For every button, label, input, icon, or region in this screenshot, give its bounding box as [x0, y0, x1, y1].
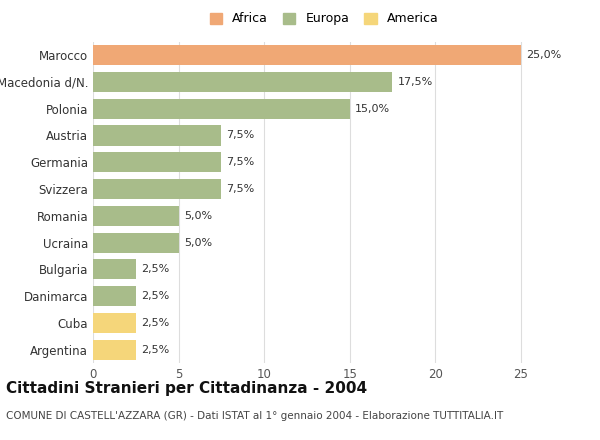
Bar — [93, 206, 179, 226]
Text: 2,5%: 2,5% — [141, 318, 169, 328]
Bar — [93, 259, 136, 279]
Text: Cittadini Stranieri per Cittadinanza - 2004: Cittadini Stranieri per Cittadinanza - 2… — [6, 381, 367, 396]
Text: COMUNE DI CASTELL'AZZARA (GR) - Dati ISTAT al 1° gennaio 2004 - Elaborazione TUT: COMUNE DI CASTELL'AZZARA (GR) - Dati IST… — [6, 411, 503, 422]
Text: 5,0%: 5,0% — [184, 238, 212, 248]
Text: 7,5%: 7,5% — [226, 184, 255, 194]
Legend: Africa, Europa, America: Africa, Europa, America — [206, 9, 442, 29]
Text: 7,5%: 7,5% — [226, 131, 255, 140]
Bar — [93, 72, 392, 92]
Text: 15,0%: 15,0% — [355, 104, 390, 114]
Text: 7,5%: 7,5% — [226, 157, 255, 167]
Bar — [93, 340, 136, 359]
Bar — [93, 99, 350, 119]
Bar — [93, 45, 521, 65]
Text: 5,0%: 5,0% — [184, 211, 212, 221]
Bar — [93, 313, 136, 333]
Text: 2,5%: 2,5% — [141, 291, 169, 301]
Text: 25,0%: 25,0% — [526, 50, 561, 60]
Bar — [93, 125, 221, 146]
Text: 2,5%: 2,5% — [141, 264, 169, 274]
Text: 2,5%: 2,5% — [141, 345, 169, 355]
Text: 17,5%: 17,5% — [398, 77, 433, 87]
Bar — [93, 152, 221, 172]
Bar — [93, 232, 179, 253]
Bar — [93, 286, 136, 306]
Bar — [93, 179, 221, 199]
